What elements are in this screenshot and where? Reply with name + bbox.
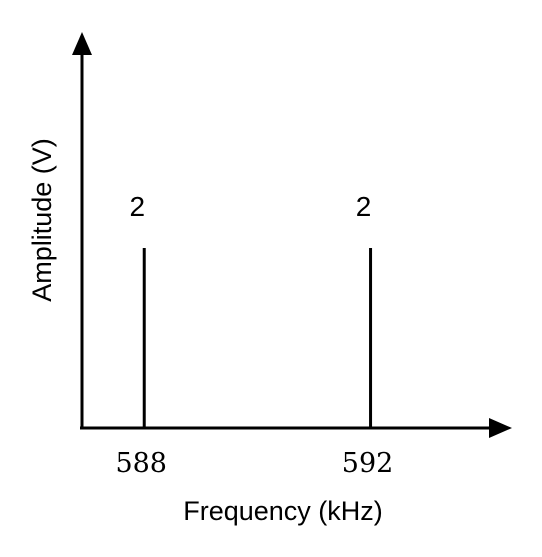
axes (72, 32, 512, 438)
x-axis-arrowhead (489, 418, 512, 438)
x-axis-title: Frequency (kHz) (183, 496, 383, 526)
y-axis-title: Amplitude (V) (27, 138, 57, 302)
data-label-0: 2 (129, 191, 145, 222)
chart-labels: 2 588 2 592 (115, 191, 393, 479)
x-tick-label-1: 592 (342, 448, 394, 479)
spectral-lines (142, 248, 373, 428)
data-label-1: 2 (356, 191, 372, 222)
y-axis-arrowhead (72, 32, 92, 55)
x-tick-label-0: 588 (115, 448, 167, 479)
